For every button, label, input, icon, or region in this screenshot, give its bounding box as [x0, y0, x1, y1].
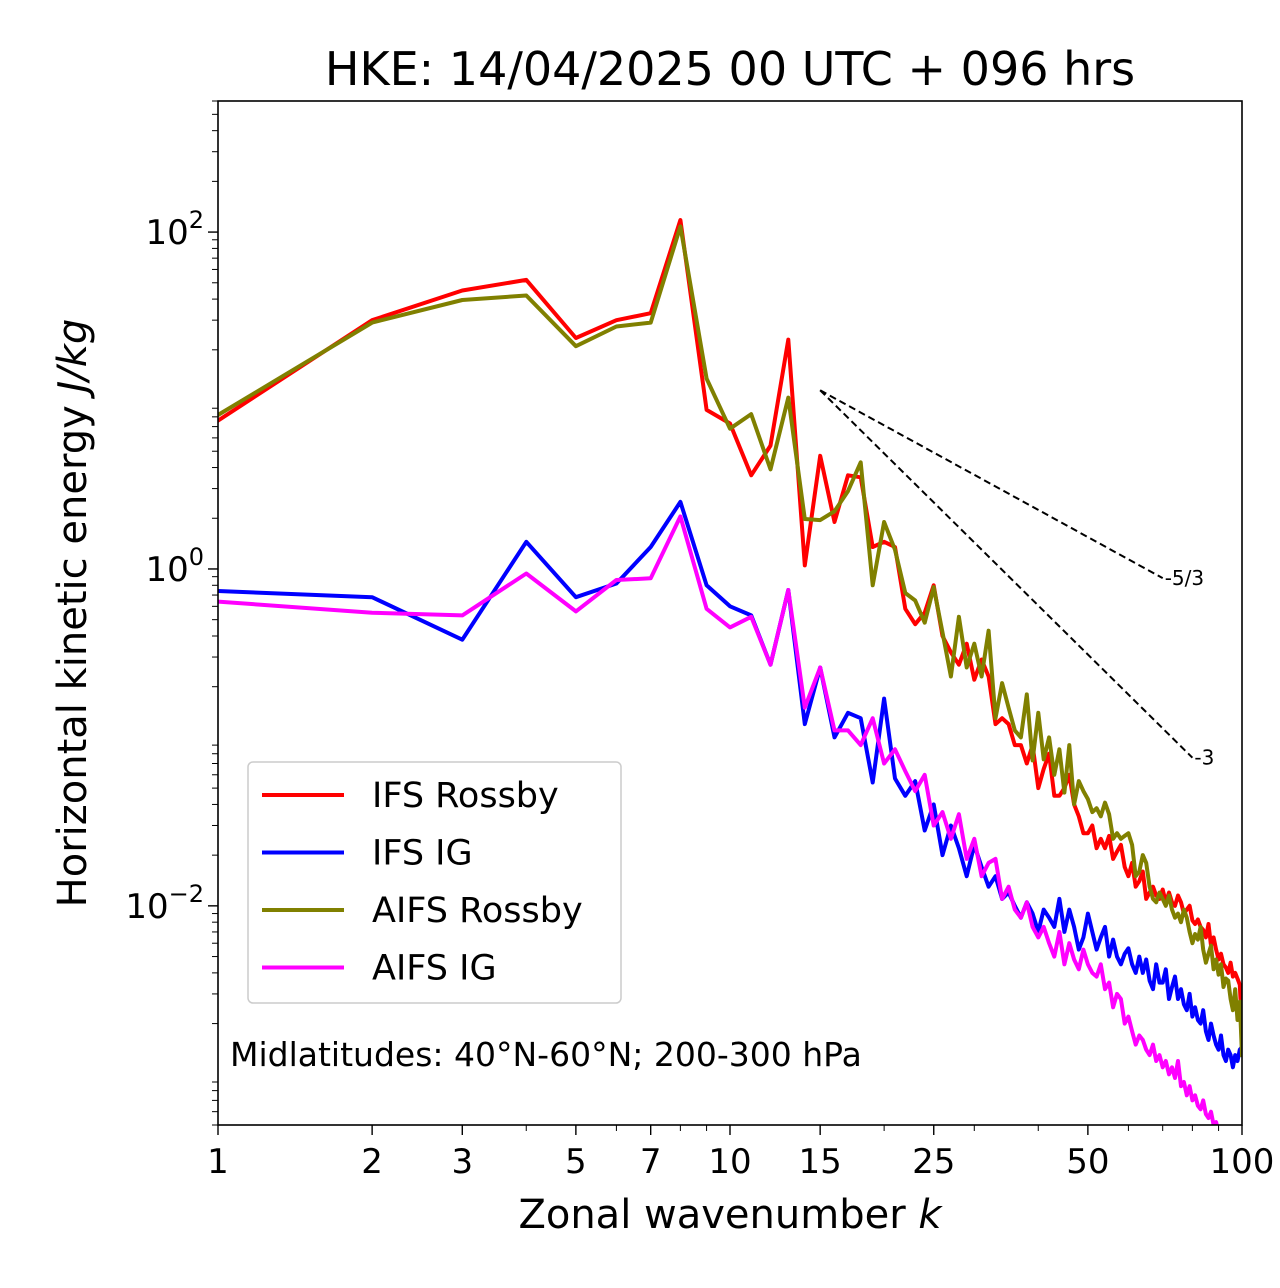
series-line-aifs-rossby: [218, 224, 1242, 1058]
reference-slope-label: -5/3: [1165, 566, 1204, 590]
y-tick-label: 100: [145, 543, 204, 590]
x-tick-label: 3: [451, 1142, 473, 1182]
legend: IFS Rossby IFS IG AIFS Rossby AIFS IG: [247, 761, 622, 1004]
reference-slope-line: [819, 389, 1194, 759]
legend-label: IFS IG: [372, 834, 473, 874]
chart-title: HKE: 14/04/2025 00 UTC + 096 hrs: [325, 42, 1135, 96]
x-tick-label: 2: [361, 1142, 383, 1182]
x-tick-label: 100: [1210, 1142, 1275, 1182]
x-tick-label: 7: [640, 1142, 662, 1182]
x-tick-label: 5: [565, 1142, 587, 1182]
plot-frame: [217, 100, 1243, 1126]
legend-label: AIFS IG: [372, 949, 497, 989]
y-axis-label: Horizontal kinetic energy J/kg: [50, 319, 96, 908]
x-tick-label: 1: [207, 1142, 229, 1182]
legend-label: IFS Rossby: [372, 776, 559, 816]
axis-ticks: 1 2 3 5 7 10 15 25 50 100 102 100 10−2: [125, 100, 1275, 1182]
reference-slope-line: [819, 389, 1164, 579]
x-axis-label-var: k: [918, 1192, 943, 1238]
legend-box: [247, 761, 622, 1004]
reference-slope-label: -3: [1194, 746, 1214, 770]
series-line-ifs-ig: [218, 499, 1242, 1070]
y-axis-label-unit: J/kg: [50, 319, 96, 400]
reference-slope-labels: -5/3 -3: [1165, 566, 1215, 770]
y-axis-label-text: Horizontal kinetic energy: [50, 405, 96, 907]
x-tick-label: 25: [912, 1142, 955, 1182]
x-tick-label: 10: [708, 1142, 751, 1182]
x-tick-label: 15: [799, 1142, 842, 1182]
legend-label: AIFS Rossby: [372, 891, 583, 931]
region-annotation: Midlatitudes: 40°N-60°N; 200-300 hPa: [230, 1035, 862, 1074]
series-line-aifs-ig: [218, 514, 1219, 1125]
x-tick-label: 50: [1066, 1142, 1109, 1182]
x-axis-label-text: Zonal wavenumber: [518, 1192, 906, 1238]
x-axis-label: Zonal wavenumber k: [518, 1192, 943, 1238]
y-tick-label: 102: [145, 206, 204, 253]
reference-slope-lines: [819, 389, 1194, 759]
y-tick-label: 10−2: [125, 880, 204, 927]
data-series: [218, 218, 1242, 1125]
